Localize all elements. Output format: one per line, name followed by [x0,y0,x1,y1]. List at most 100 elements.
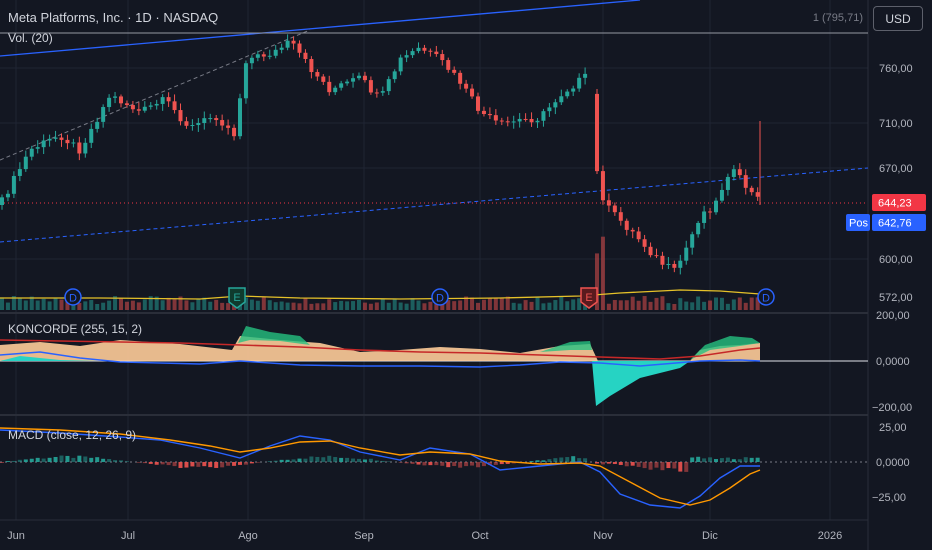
macd-histogram-bar [184,462,189,468]
macd-histogram-bar [684,462,689,472]
candle-body [636,231,641,240]
currency-button[interactable]: USD [873,6,923,31]
macd-histogram [0,455,760,472]
earnings-marker[interactable]: E [580,287,598,309]
candle-body [624,220,629,230]
macd-histogram-bar [321,457,326,462]
candle-body [696,222,701,235]
candlesticks[interactable] [0,34,761,275]
volume-bar [65,298,70,310]
candle-body [571,88,576,92]
symbol-title[interactable]: Meta Platforms, Inc. · 1D · NASDAQ [8,10,219,25]
candle-body [297,43,302,53]
candle-body [737,169,742,176]
dividend-marker[interactable]: D [431,288,449,306]
time-axis[interactable]: Jun Jul Ago Sep Oct Nov Dic 2026 [7,530,842,542]
volume-bar [249,299,254,310]
candle-body [612,205,617,213]
volume-bar [53,297,58,310]
koncorde-axis[interactable]: 200,00 0,0000 −200,00 [872,310,912,414]
candle-body [172,101,177,111]
price-axis[interactable]: 760,00 710,00 670,00 600,00 572,00 [879,63,913,304]
macd-histogram-bar [53,456,58,462]
macd-histogram-bar [154,462,159,465]
macd-histogram-bar [719,458,724,462]
macd-histogram-bar [214,462,219,468]
candle-body [89,128,94,143]
volume-indicator-label[interactable]: Vol. (20) [8,31,53,45]
trendline-top-solid[interactable] [0,0,641,57]
macd-indicator-label[interactable]: MACD (close, 12, 26, 9) [8,428,137,442]
volume-bar [559,296,564,310]
price-tick: 710,00 [879,118,913,130]
macd-histogram-bar [690,457,695,462]
macd-pane[interactable] [0,427,868,509]
macd-axis[interactable]: 25,00 0,0000 −25,00 [872,422,910,504]
volume-bar [220,302,225,310]
koncorde-tick: 200,00 [876,310,910,322]
macd-histogram-bar [297,458,302,462]
candle-body [481,110,486,115]
candle-body [83,142,88,154]
time-tick: Jul [121,530,135,542]
candle-body [315,72,320,77]
candle-body [731,169,736,177]
volume-bar [535,296,540,310]
dividend-marker[interactable]: D [64,288,82,306]
volume-bar [422,303,427,310]
volume-bar [660,296,665,310]
candle-body [428,50,433,52]
candle-body [374,92,379,94]
macd-histogram-bar [422,462,427,466]
volume-bar [184,300,189,310]
candle-body [690,234,695,248]
candle-body [243,63,248,99]
macd-histogram-bar [172,462,177,467]
candle-body [362,75,367,81]
macd-histogram-bar [178,462,183,468]
volume-bar [547,302,552,310]
candle-body [124,103,129,106]
earnings-marker[interactable]: E [228,287,246,309]
volume-bar [23,300,28,310]
macd-histogram-bar [333,457,338,462]
koncorde-indicator-label[interactable]: KONCORDE (255, 15, 2) [8,322,143,336]
volume-bar [59,299,64,310]
candle-body [630,229,635,232]
trendline-upper-dashed[interactable] [0,29,311,161]
candle-body [142,106,147,111]
macd-histogram-bar [113,460,118,462]
candle-body [17,169,22,176]
candle-body [464,83,469,89]
candle-body [0,197,4,205]
volume-bar [541,303,546,310]
macd-histogram-bar [285,459,290,462]
macd-histogram-bar [624,462,629,467]
candle-body [404,55,409,58]
macd-histogram-bar [583,458,588,462]
time-tick: Jun [7,530,25,542]
candle-body [386,79,391,92]
macd-histogram-bar [571,456,576,462]
koncorde-pane[interactable] [0,326,868,406]
macd-histogram-bar [273,460,278,462]
candle-body [267,55,272,57]
candle-body [345,81,350,84]
event-markers[interactable]: D E D E D [64,287,775,309]
volume-bar [446,300,451,310]
volume-bar [154,296,159,310]
volume-bar [357,299,361,310]
volume-bar [136,302,141,310]
candle-body [208,118,213,120]
dividend-marker[interactable]: D [757,288,775,306]
macd-histogram-bar [577,458,582,462]
volume-bar [386,302,391,310]
volume-bar [297,303,302,310]
volume-bar [487,298,492,310]
position-tag[interactable]: Pos 642,76 [846,214,926,231]
candle-body [523,118,528,120]
volume-bar [11,296,16,310]
macd-histogram-bar [83,456,88,462]
trendline-lower-dashed[interactable] [0,167,869,243]
